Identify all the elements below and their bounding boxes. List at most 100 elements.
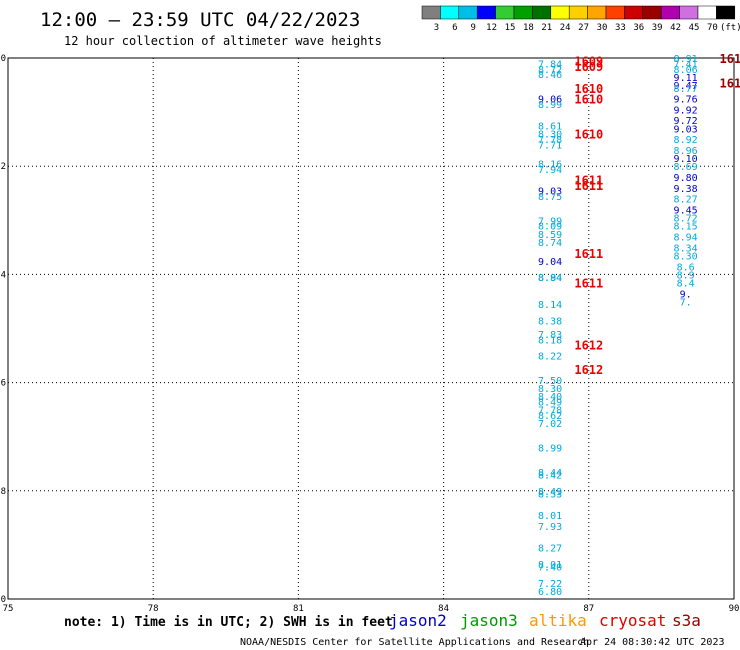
wave-height-value: 9.45 (674, 205, 698, 216)
y-tick-label: -26 (0, 379, 6, 389)
footer-credit: NOAA/NESDIS Center for Satellite Applica… (240, 637, 589, 648)
wave-height-value: 8.75 (538, 192, 562, 203)
wave-height-value: 7.78 (538, 406, 562, 417)
colorbar-swatch (587, 5, 607, 20)
colorbar-swatch (513, 5, 533, 20)
wave-height-value: 8.61 (538, 122, 562, 133)
colorbar-swatch (568, 5, 588, 20)
grid (8, 58, 734, 599)
pass-time-label: 1619 (720, 52, 740, 66)
colorbar-swatch (476, 5, 496, 20)
wave-height-value: 9.11 (674, 73, 698, 84)
time-labels: 1609160916101610161016111611161116111612… (574, 52, 740, 377)
wave-height-value: 8.59 (538, 230, 562, 241)
x-tick-label: 90 (729, 604, 740, 614)
pass-time-label: 1612 (574, 363, 603, 377)
wave-height-value: 9.38 (674, 184, 698, 195)
wave-height-value: 7.93 (538, 522, 562, 533)
wave-height-value: 7.83 (538, 330, 562, 341)
wave-height-value: 8.42 (538, 471, 562, 482)
colorbar-swatch (605, 5, 625, 20)
pass-time-label: 1611 (574, 179, 603, 193)
pass-time-label: 1611 (574, 174, 603, 188)
wave-height-value: 8.22 (538, 352, 562, 363)
wave-height-value: 9.10 (674, 154, 698, 165)
colorbar-swatch (440, 5, 460, 20)
colorbar-swatch (624, 5, 644, 20)
wave-height-value: 7.50 (538, 376, 562, 387)
pass-time-label: 1610 (574, 128, 603, 142)
wave-height-value: 8.84 (538, 273, 562, 284)
pass-time-label: 1618 (720, 76, 740, 90)
colorbar-swatch (642, 5, 662, 20)
pass-time-label: 1611 (574, 277, 603, 291)
wave-height-value: 8.15 (674, 222, 698, 233)
wave-height-value: 7. (680, 297, 692, 308)
wave-height-value: 8.06 (674, 65, 698, 76)
legend-s3a: s3a (672, 611, 701, 630)
colorbar-swatch (679, 5, 699, 20)
wave-height-value: 8.14 (538, 300, 562, 311)
wave-height-value: 8.49 (538, 487, 562, 498)
wave-height-value: 7.99 (538, 216, 562, 227)
y-tick-label: -30 (0, 595, 6, 605)
wave-height-value: 8.53 (538, 490, 562, 501)
wave-height-value: 8.38 (538, 316, 562, 327)
wave-height-value: 9.76 (674, 95, 698, 106)
wave-height-value: 8.34 (674, 243, 698, 254)
pass-time-label: 1610 (574, 93, 603, 107)
footer-note: note: 1) Time is in UTC; 2) SWH is in fe… (64, 615, 393, 630)
colorbar-tick: 36 (633, 23, 644, 33)
colorbar: 3 6 9 12 15 18 21 24 27 30 33 36 39 42 45 70 (ft) (421, 5, 740, 33)
colorbar-swatch (532, 5, 552, 20)
colorbar-swatch (660, 5, 680, 20)
colorbar-tick: 18 (523, 23, 534, 33)
wave-height-value: 8.62 (538, 411, 562, 422)
wave-height-value: 9.80 (674, 173, 698, 184)
wave-height-value: 8.30 (538, 130, 562, 141)
colorbar-swatch (421, 5, 441, 20)
wave-height-value: 7.02 (538, 419, 562, 430)
wave-height-value: 9.92 (674, 105, 698, 116)
colorbar-tick: 33 (615, 23, 626, 33)
pass-time-label: 1609 (574, 60, 603, 74)
x-tick-label: 75 (3, 604, 14, 614)
colorbar-tick: 42 (670, 23, 681, 33)
y-tick-label: -20 (0, 54, 6, 64)
wave-height-value: 8.9 (677, 270, 695, 281)
colorbar-tick: 24 (560, 23, 571, 33)
wave-height-value: 8.74 (538, 238, 562, 249)
wave-height-value: 9.72 (674, 116, 698, 127)
colorbar-tick: 70 (707, 23, 718, 33)
colorbar-swatch (697, 5, 717, 20)
axis-labels: 75 78 81 84 87 90 -20 -22 -24 -26 -28 -30 (0, 54, 739, 614)
x-tick-label: 87 (583, 604, 594, 614)
wave-height-value: 7.22 (538, 579, 562, 590)
wave-height-value: 8.4 (677, 279, 695, 290)
colorbar-tick: 6 (452, 23, 457, 33)
pass-time-label: 1609 (574, 55, 603, 69)
wave-height-value: 8.96 (674, 146, 698, 157)
colorbar-tick: 39 (652, 23, 663, 33)
colorbar-tick: 3 (434, 23, 439, 33)
colorbar-swatch (716, 5, 736, 20)
colorbar-tick: 15 (505, 23, 516, 33)
wave-height-value: 8.94 (538, 273, 562, 284)
wave-height-value: 8.30 (538, 384, 562, 395)
colorbar-tick: 30 (597, 23, 608, 33)
wave-height-value: 8.49 (538, 398, 562, 409)
plot-frame (7, 57, 735, 600)
wave-height-value: 7.78 (538, 135, 562, 146)
pass-time-label: 1611 (574, 247, 603, 261)
wave-height-value: 8.6 (677, 262, 695, 273)
colorbar-swatch (495, 5, 515, 20)
legend-cryosat: cryosat (599, 611, 666, 630)
wave-height-value: 8.27 (674, 195, 698, 206)
satellite-legend: jason2 jason3 altika cryosat s3a (389, 611, 701, 630)
wave-height-value: 7.84 (538, 59, 562, 70)
colorbar-tick: 27 (578, 23, 589, 33)
wave-height-value: 8.94 (674, 233, 698, 244)
y-tick-label: -22 (0, 162, 6, 172)
wave-height-value: 7.40 (538, 563, 562, 574)
